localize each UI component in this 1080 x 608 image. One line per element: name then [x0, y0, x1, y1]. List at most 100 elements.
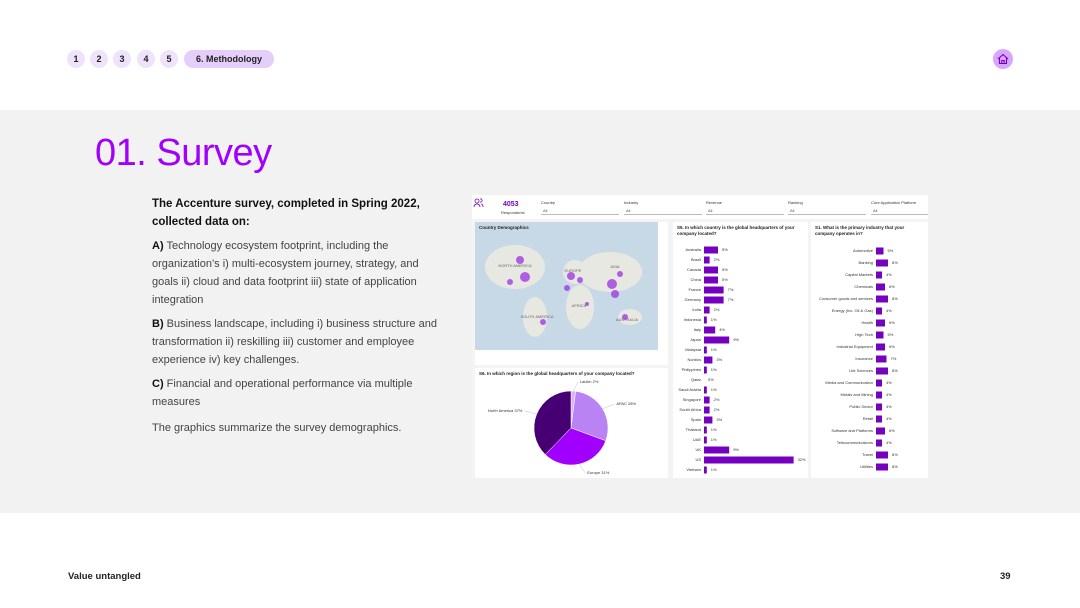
bar [704, 256, 710, 264]
category-label: India [692, 307, 701, 312]
nav-item[interactable]: 2 [90, 50, 108, 68]
value-label: 2% [714, 307, 720, 312]
bar [704, 306, 710, 314]
nav-item[interactable]: 4 [137, 50, 155, 68]
chart-title: S5. In which country is the global headq… [677, 225, 795, 236]
filter-dropdown[interactable]: All [788, 207, 866, 215]
filter-dropdown[interactable]: All [706, 207, 784, 215]
nav-item[interactable]: 3 [113, 50, 131, 68]
bar [704, 336, 730, 344]
map-title: Country Demographics [479, 225, 529, 230]
respondents-icon [473, 198, 484, 208]
nav-item[interactable]: 5 [160, 50, 178, 68]
filter-label: Revenue [706, 200, 723, 205]
map-bubble [617, 271, 623, 277]
chart-title: S6. In which region is the global headqu… [479, 371, 635, 376]
value-label: 4% [886, 380, 892, 385]
chart-title: S1. What is the primary industry that yo… [815, 225, 905, 236]
bar [876, 259, 888, 267]
intro: The Accenture survey, completed in Sprin… [152, 198, 420, 228]
filter-value: All [708, 208, 713, 213]
bar [876, 247, 884, 255]
value-label: 4% [886, 272, 892, 277]
map-bubble [607, 279, 617, 289]
value-label: 5% [722, 277, 728, 282]
category-label: Japan [690, 337, 701, 342]
bar [876, 295, 888, 303]
value-label: 8% [892, 260, 898, 265]
bar [876, 403, 882, 411]
value-label: 1% [711, 367, 717, 372]
value-label: 7% [891, 356, 897, 361]
home-button[interactable] [993, 49, 1013, 69]
point: B) Business landscape, including i) busi… [152, 315, 437, 369]
category-label: Consumer goods and services [819, 296, 873, 301]
filter-value: All [873, 208, 878, 213]
nav-item[interactable]: 1 [67, 50, 85, 68]
value-label: 4% [886, 392, 892, 397]
map-region: AUSTRALIA [616, 317, 639, 322]
bar [704, 426, 707, 434]
category-label: Health [861, 320, 873, 325]
land [566, 285, 594, 329]
value-label: 2% [714, 407, 720, 412]
value-label: 32% [798, 457, 806, 462]
category-label: Germany [685, 297, 701, 302]
filter-value: All [626, 208, 631, 213]
category-label: Public Sector [849, 404, 873, 409]
filter-dropdown[interactable]: All [871, 207, 928, 215]
value-label: 0% [708, 377, 714, 382]
category-label: Spain [691, 417, 701, 422]
bar [876, 271, 882, 279]
pie-slice [533, 390, 572, 455]
bar [704, 466, 707, 474]
slice-label: LatAm 2% [580, 379, 599, 384]
category-label: South Africa [679, 407, 701, 412]
value-label: 9% [733, 447, 739, 452]
category-label: Telecommunications [837, 440, 873, 445]
category-label: Capital Markets [845, 272, 873, 277]
category-label: Australia [685, 247, 701, 252]
point: A) Technology ecosystem footprint, inclu… [152, 237, 437, 309]
bar [876, 379, 882, 387]
bar [704, 456, 794, 464]
value-label: 3% [716, 357, 722, 362]
value-label: 1% [711, 427, 717, 432]
bar [876, 463, 888, 471]
bar [704, 446, 730, 454]
map-region: NORTH AMERICA [498, 263, 532, 268]
point: C) Financial and operational performance… [152, 375, 437, 411]
map-bubble [520, 272, 530, 282]
bar [704, 346, 707, 354]
filter-dropdown[interactable]: All [541, 207, 619, 215]
category-label: UK [695, 447, 701, 452]
map-region: AFRICA [572, 303, 587, 308]
land [485, 245, 545, 289]
category-label: Travel [862, 452, 873, 457]
bar-panel: S5. In which country is the global headq… [673, 222, 808, 478]
filter-dropdown[interactable]: All [624, 207, 702, 215]
bar [704, 266, 718, 274]
category-label: Energy (Inc. Oil & Gas) [832, 308, 874, 313]
bar [876, 439, 882, 447]
leader-line [573, 382, 579, 392]
respondents-count: 4053 [503, 201, 519, 208]
land [618, 309, 642, 325]
nav-active[interactable]: 6. Methodology [184, 50, 274, 68]
category-label: Retail [863, 416, 873, 421]
value-label: 6% [889, 428, 895, 433]
value-label: 8% [892, 296, 898, 301]
category-label: Software and Platforms [831, 428, 873, 433]
category-label: Indonesia [684, 317, 702, 322]
leader-line [579, 463, 586, 473]
category-label: France [689, 287, 702, 292]
value-label: 1% [711, 387, 717, 392]
point-text: Technology ecosystem footprint, includin… [152, 240, 419, 306]
slide-title: 01. Survey [95, 132, 272, 174]
category-label: China [691, 277, 702, 282]
filter-value: All [790, 208, 795, 213]
map-bubble [622, 314, 628, 320]
bar [704, 406, 710, 414]
land [578, 252, 642, 292]
